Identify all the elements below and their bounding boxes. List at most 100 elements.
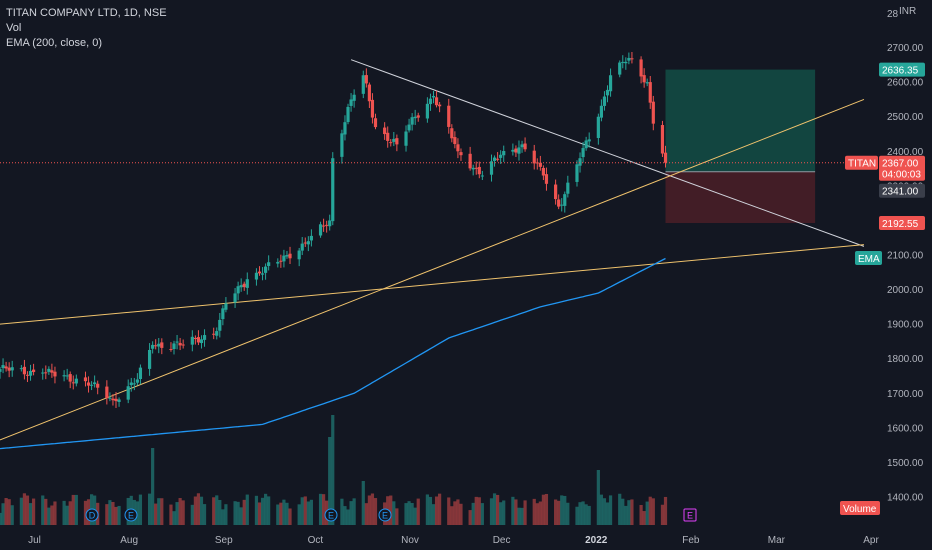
volume-bar <box>563 495 567 525</box>
currency-label: INR <box>899 6 917 17</box>
stop-zone[interactable] <box>665 171 816 224</box>
candle <box>157 338 161 354</box>
volume-bar <box>328 437 332 525</box>
price-tick-label: 1500.00 <box>887 458 924 469</box>
volume-bar <box>221 509 225 525</box>
volume-bar <box>624 505 628 525</box>
svg-text:E: E <box>328 511 334 521</box>
candle <box>93 375 97 388</box>
candle <box>297 247 301 267</box>
candle <box>47 366 51 375</box>
chart-legend: TITAN COMPANY LTD, 1D, NSE Vol EMA (200,… <box>6 6 167 51</box>
volume-bar <box>285 502 289 525</box>
candle <box>105 380 109 405</box>
volume-bar <box>511 496 515 525</box>
earnings-marker[interactable]: E <box>124 508 138 522</box>
candle <box>416 112 420 122</box>
candle <box>575 160 579 187</box>
price-tick-label: 1900.00 <box>887 320 924 331</box>
volume-bar <box>340 498 344 525</box>
volume-bar <box>578 502 582 525</box>
earnings-marker[interactable]: E <box>324 508 338 522</box>
volume-bar <box>83 500 88 525</box>
volume-bar <box>175 502 179 525</box>
volume-bar <box>535 503 539 525</box>
price-tick-label: 2700.00 <box>887 43 924 54</box>
candle <box>499 150 503 164</box>
upcoming-earnings-marker[interactable]: E <box>683 508 697 522</box>
volume-bar <box>47 507 51 525</box>
volume-bar <box>178 498 182 525</box>
time-tick-label: Mar <box>768 535 786 546</box>
volume-bar <box>532 498 536 525</box>
earnings-marker[interactable]: E <box>378 508 392 522</box>
candle <box>175 334 179 350</box>
volume-bar <box>346 509 350 525</box>
candle <box>135 373 139 386</box>
candle <box>331 152 335 226</box>
volume-bar <box>105 504 109 525</box>
volume-bar <box>202 504 207 525</box>
candle <box>361 70 365 99</box>
dividend-marker[interactable]: D <box>85 508 99 522</box>
candle <box>86 376 91 393</box>
volume-bar <box>627 500 631 525</box>
svg-text:2367.00: 2367.00 <box>882 159 919 170</box>
volume-bar <box>242 499 246 525</box>
candle <box>474 161 478 175</box>
yellow-flat-trendline[interactable] <box>0 244 864 325</box>
volume-bar <box>523 500 527 525</box>
volume-bar <box>459 503 463 525</box>
price-tick-label: 1400.00 <box>887 493 924 504</box>
candle <box>181 339 185 349</box>
candle <box>599 99 604 122</box>
volume-bar <box>218 499 222 525</box>
target-zone[interactable] <box>665 69 816 172</box>
candle <box>395 134 399 152</box>
candle <box>517 140 521 161</box>
candle <box>282 249 286 268</box>
volume-bar <box>456 499 460 525</box>
volume-bar <box>575 506 579 525</box>
legend-volume[interactable]: Vol <box>6 22 22 34</box>
volume-bar <box>288 508 292 525</box>
volume-bar <box>520 507 524 525</box>
candle <box>544 167 549 191</box>
volume-bar <box>7 499 11 525</box>
volume-bars <box>0 415 668 525</box>
candle <box>645 78 649 87</box>
candle <box>648 76 652 109</box>
volume-bar <box>431 504 436 525</box>
price-axis: 1400.00 1500.00 1600.00 1700.00 1800.00 1900.… <box>887 9 924 504</box>
time-tick-label: Aug <box>120 535 138 546</box>
volume-bar <box>172 511 176 525</box>
legend-ema[interactable]: EMA (200, close, 0) <box>6 37 102 49</box>
volume-bar <box>239 507 243 525</box>
volume-bar <box>300 497 304 525</box>
ema-line <box>0 257 666 450</box>
volume-bar <box>480 503 484 525</box>
legend-symbol[interactable]: TITAN COMPANY LTD, 1D, NSE <box>6 7 167 19</box>
ema-200-line <box>0 257 666 450</box>
candle <box>346 103 350 125</box>
candle <box>65 368 69 380</box>
candle <box>514 145 518 157</box>
candle <box>578 152 582 173</box>
candle <box>642 68 646 88</box>
price-tick-label: 2000.00 <box>887 285 924 296</box>
yellow-rising-trendline[interactable] <box>0 98 865 441</box>
candle <box>627 52 631 65</box>
candle <box>584 136 588 151</box>
candle <box>285 250 289 259</box>
volume-bar <box>309 499 313 525</box>
volume-bar <box>4 497 8 525</box>
candle <box>25 371 30 383</box>
time-tick-label: Feb <box>682 535 700 546</box>
price-tick-label: 1600.00 <box>887 423 924 434</box>
candle <box>257 266 262 276</box>
candle <box>389 139 393 147</box>
volume-bar <box>19 497 23 525</box>
volume-bar <box>651 498 655 525</box>
